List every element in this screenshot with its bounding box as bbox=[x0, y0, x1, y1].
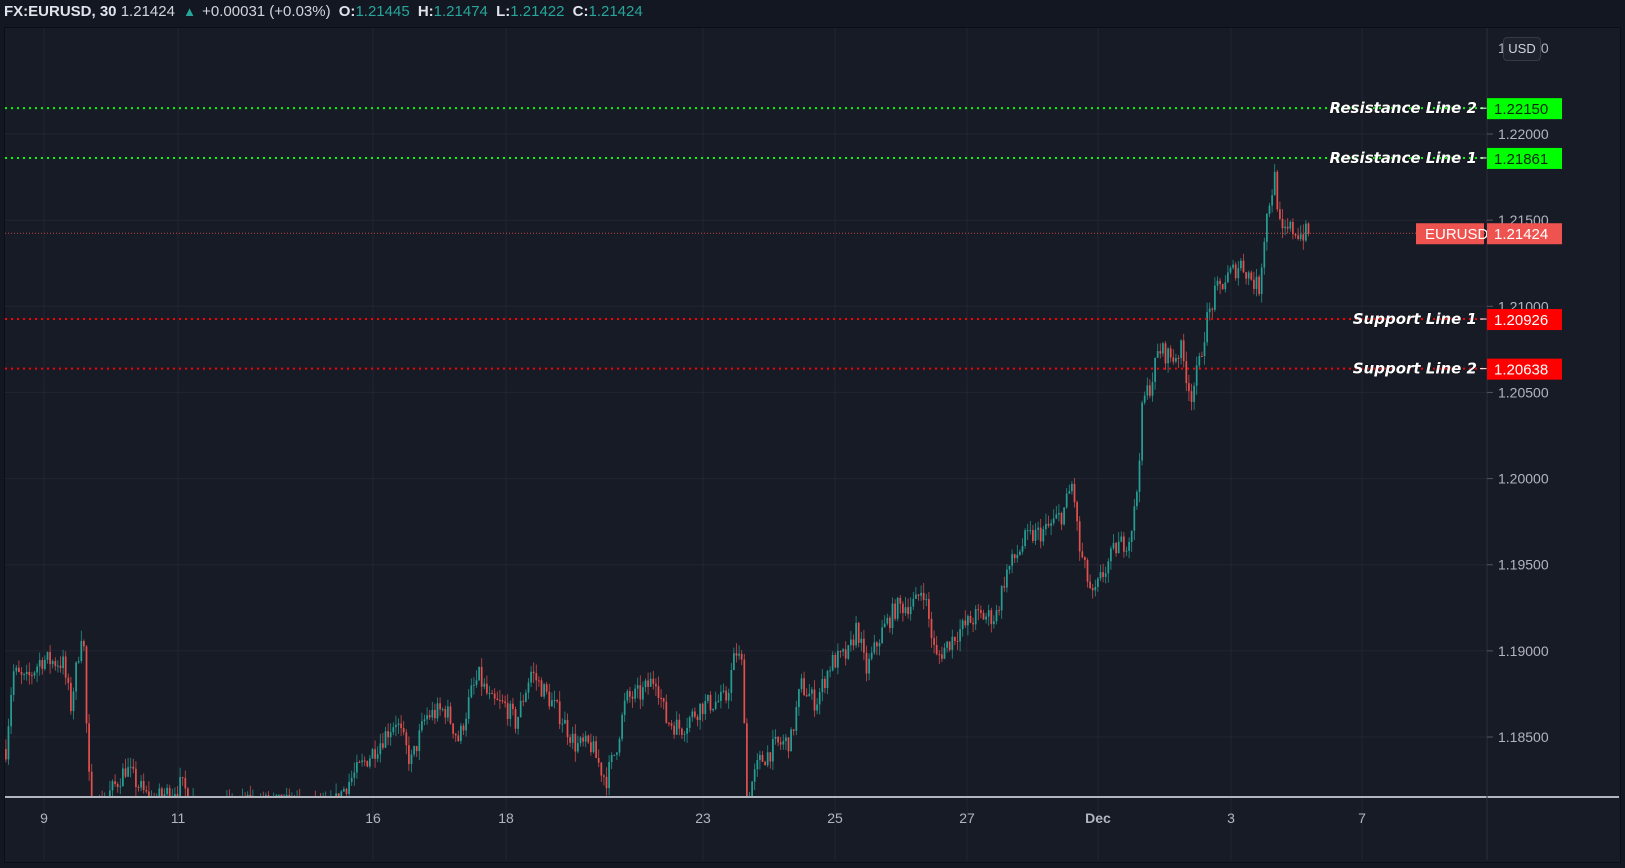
price-axis[interactable]: 1.185001.190001.195001.200001.205001.210… bbox=[1487, 40, 1549, 745]
time-tick-label: Dec bbox=[1085, 810, 1111, 826]
price-change: +0.00031 (+0.03%) bbox=[202, 3, 331, 20]
price-tick-label: 1.19500 bbox=[1498, 557, 1549, 573]
low-value: 1.21422 bbox=[510, 3, 565, 20]
level-price-tag bbox=[1487, 98, 1562, 120]
time-tick-label: 25 bbox=[827, 810, 843, 826]
time-tick-label: 11 bbox=[171, 810, 186, 826]
time-tick-label: 23 bbox=[695, 810, 711, 826]
svg-text:1.20638: 1.20638 bbox=[1494, 362, 1548, 379]
close-label: C: bbox=[572, 3, 589, 20]
open-value: 1.21445 bbox=[355, 3, 410, 20]
svg-text:1.21861: 1.21861 bbox=[1494, 151, 1548, 168]
low-label: L: bbox=[496, 3, 511, 20]
candles bbox=[5, 163, 1310, 798]
svg-text:1.21424: 1.21424 bbox=[1494, 226, 1548, 243]
open-label: O: bbox=[338, 3, 356, 20]
price-tick-label: 1.20000 bbox=[1498, 471, 1549, 487]
time-tick-label: 7 bbox=[1358, 810, 1366, 826]
time-tick-label: 16 bbox=[365, 810, 381, 826]
level-label: Support Line 1 bbox=[1353, 310, 1477, 328]
price-tags: 1.22150 1.21861 1.20926 1.20638 EURUSD 1.2142… bbox=[1416, 98, 1562, 380]
time-tick-label: 9 bbox=[40, 810, 48, 826]
level-label: Resistance Line 2 bbox=[1330, 99, 1477, 117]
symbol-title: FX:EURUSD, 30 bbox=[4, 3, 117, 20]
price-tick-label: 1.20500 bbox=[1498, 384, 1549, 400]
time-tick-label: 27 bbox=[959, 810, 975, 826]
horizontal-levels: Resistance Line 2 Resistance Line 1 Suppor… bbox=[5, 99, 1487, 378]
level-label: Support Line 2 bbox=[1353, 360, 1477, 378]
level-price-tag bbox=[1487, 309, 1562, 331]
time-axis[interactable]: 9 11 16 18 23 25 27 Dec 3 7 bbox=[40, 810, 1366, 826]
price-tick-label: 1.18500 bbox=[1498, 729, 1549, 745]
level-price-tag bbox=[1487, 147, 1562, 169]
level-label: Resistance Line 1 bbox=[1330, 149, 1477, 167]
svg-text:1.22150: 1.22150 bbox=[1494, 101, 1548, 118]
grid-lines bbox=[5, 28, 1487, 860]
time-tick-label: 18 bbox=[498, 810, 514, 826]
last-price-tag bbox=[1487, 223, 1562, 245]
last-price: 1.21424 bbox=[120, 3, 175, 20]
symbol-legend: FX:EURUSD, 30 1.21424 ▲ +0.00031 (+0.03%… bbox=[4, 1, 643, 23]
svg-text:EURUSD: EURUSD bbox=[1425, 226, 1489, 243]
level-price-tag bbox=[1487, 358, 1562, 380]
up-arrow-icon: ▲ bbox=[183, 4, 196, 19]
close-value: 1.21424 bbox=[588, 3, 643, 20]
high-value: 1.21474 bbox=[433, 3, 488, 20]
price-tick-label: 1.19000 bbox=[1498, 643, 1549, 659]
price-tick-label: 1.22000 bbox=[1498, 126, 1549, 142]
svg-text:1.20926: 1.20926 bbox=[1494, 312, 1548, 329]
time-tick-label: 3 bbox=[1227, 810, 1235, 826]
symbol-name-tag bbox=[1416, 223, 1484, 245]
chart-pane[interactable] bbox=[4, 27, 1621, 863]
high-label: H: bbox=[417, 3, 434, 20]
currency-button[interactable]: USD bbox=[1503, 37, 1541, 61]
